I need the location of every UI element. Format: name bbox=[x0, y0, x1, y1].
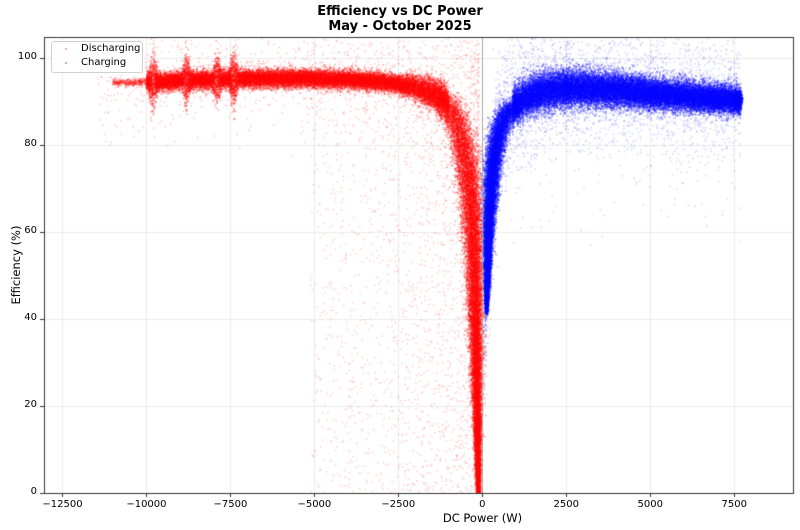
legend-item-discharging: Discharging bbox=[52, 43, 142, 57]
legend-marker-charging-icon bbox=[65, 62, 67, 64]
x-tick-label: 5000 bbox=[637, 499, 663, 510]
y-tick-label: 60 bbox=[24, 224, 37, 236]
x-tick-label: −7500 bbox=[213, 499, 248, 510]
legend-item-charging: Charging bbox=[52, 57, 142, 71]
x-tick-label: −10000 bbox=[126, 499, 167, 510]
chart-legend: Discharging Charging bbox=[51, 41, 143, 73]
y-tick-label: 80 bbox=[24, 137, 37, 149]
y-tick-label: 0 bbox=[30, 486, 37, 497]
x-axis-label: DC Power (W) bbox=[442, 511, 523, 525]
y-tick-label: 20 bbox=[24, 398, 37, 410]
x-tick-label: −12500 bbox=[42, 499, 83, 510]
legend-label: Charging bbox=[81, 57, 127, 68]
x-tick-label: 0 bbox=[479, 499, 486, 510]
y-axis-label: Efficiency (%) bbox=[9, 225, 23, 305]
x-tick-label: −5000 bbox=[297, 499, 332, 510]
y-tick-label: 100 bbox=[17, 50, 37, 62]
x-tick-label: −2500 bbox=[381, 499, 416, 510]
x-tick-label: 7500 bbox=[721, 499, 747, 510]
legend-label: Discharging bbox=[81, 43, 141, 54]
x-tick-label: 2500 bbox=[553, 499, 579, 510]
legend-marker-discharging-icon bbox=[65, 48, 67, 50]
y-tick-label: 40 bbox=[24, 311, 37, 323]
